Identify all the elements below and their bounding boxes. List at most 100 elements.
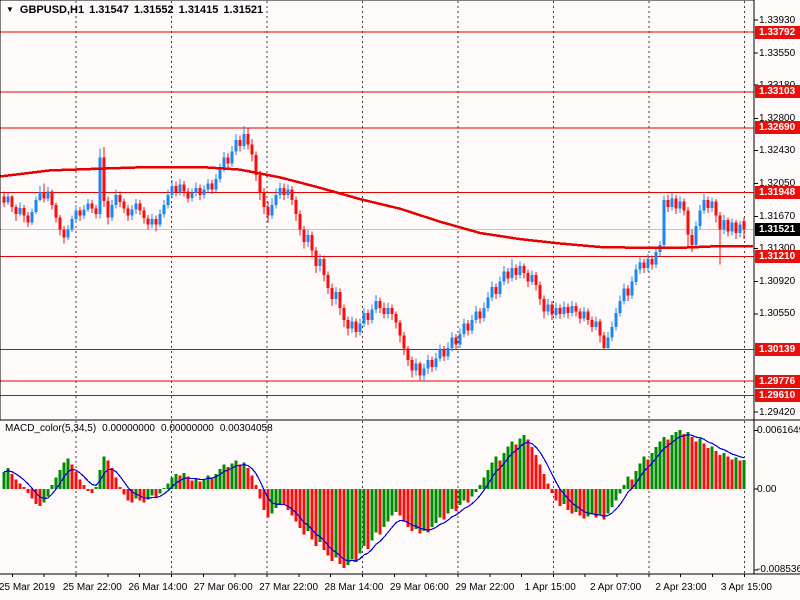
candle-body xyxy=(730,222,734,232)
macd-bar xyxy=(426,489,430,533)
macd-bar xyxy=(210,477,214,489)
candle-body xyxy=(170,186,174,195)
macd-bar xyxy=(490,462,494,489)
macd-bar xyxy=(178,475,182,489)
macd-bar xyxy=(442,489,446,520)
candle-body xyxy=(46,191,50,199)
candle-body xyxy=(562,307,566,314)
macd-bar xyxy=(34,489,38,505)
candle-body xyxy=(474,311,478,320)
candle-body xyxy=(550,304,554,315)
macd-bar xyxy=(402,489,406,522)
title-high-value: 1.31552 xyxy=(133,4,174,16)
candle-body xyxy=(90,203,94,209)
macd-indicator-label: MACD_color(5,34,5) 0.00000000 0.00000000 0.… xyxy=(5,423,273,436)
macd-bar xyxy=(78,479,82,489)
candle-body xyxy=(702,200,706,211)
macd-bar xyxy=(18,483,22,489)
macd-bar xyxy=(146,489,150,500)
macd-bar xyxy=(530,447,534,489)
macd-bar xyxy=(430,489,434,527)
macd-bar xyxy=(246,468,250,489)
macd-bar xyxy=(242,462,246,489)
macd-bar xyxy=(538,464,542,489)
candle-body xyxy=(566,307,570,314)
macd-bar xyxy=(54,477,58,489)
candle-body xyxy=(274,194,278,206)
macd-bar xyxy=(170,477,174,489)
macd-bar xyxy=(586,489,590,517)
candle-body xyxy=(242,133,246,147)
candle-body xyxy=(454,337,458,345)
macd-bar xyxy=(462,489,466,501)
candle-body xyxy=(134,203,138,210)
candle-body xyxy=(126,208,130,216)
macd-bar xyxy=(274,489,278,508)
macd-bar xyxy=(14,479,18,489)
macd-bar xyxy=(646,459,650,489)
macd-bar xyxy=(642,456,646,489)
macd-bar xyxy=(702,443,706,489)
macd-histogram xyxy=(2,430,746,568)
candle-body xyxy=(722,220,726,230)
candle-body xyxy=(226,157,230,164)
candle-body xyxy=(62,229,66,238)
macd-bar xyxy=(350,489,354,560)
candle-body xyxy=(318,259,322,267)
macd-bar xyxy=(374,489,378,533)
macd-bar xyxy=(518,438,522,489)
candle-body xyxy=(102,157,106,201)
candle-body xyxy=(342,307,346,320)
macd-bar xyxy=(382,489,386,527)
candle-body xyxy=(34,200,38,213)
macd-bar xyxy=(110,468,114,489)
candle-body xyxy=(666,200,670,207)
candle-body xyxy=(150,219,154,225)
candle-body xyxy=(486,297,490,308)
candle-body xyxy=(22,207,26,216)
candle-body xyxy=(654,252,658,265)
candle-body xyxy=(634,269,638,282)
macd-bar xyxy=(662,436,666,489)
candle-body xyxy=(622,288,626,301)
candle-body xyxy=(602,335,606,348)
candle-body xyxy=(610,327,614,338)
candle-body xyxy=(18,207,22,214)
candle-body xyxy=(26,215,30,223)
macd-bar xyxy=(698,438,702,489)
macd-bar xyxy=(266,489,270,518)
candle-body xyxy=(626,288,630,296)
candle-body xyxy=(514,267,518,275)
candle-body xyxy=(478,311,482,319)
macd-signal-line xyxy=(3,434,745,562)
candle-body xyxy=(334,292,338,300)
macd-bar xyxy=(454,489,458,511)
candle-body xyxy=(270,205,274,216)
macd-value-1: 0.00000000 xyxy=(102,423,155,434)
candle-body xyxy=(250,144,254,155)
candle-body xyxy=(506,271,510,279)
symbol-collapse-icon[interactable]: ▼ xyxy=(6,5,14,14)
candle-body xyxy=(398,322,402,336)
candle-body xyxy=(694,226,698,246)
macd-bar xyxy=(42,489,46,503)
macd-bar xyxy=(378,489,382,535)
candle-body xyxy=(498,281,502,294)
candle-body xyxy=(650,259,654,265)
candle-body xyxy=(138,203,142,211)
macd-bar xyxy=(62,462,66,489)
candle-body xyxy=(490,287,494,298)
macd-bar xyxy=(550,489,554,493)
candle-body xyxy=(574,306,578,312)
macd-bar xyxy=(502,452,506,489)
candle-body xyxy=(162,205,166,214)
macd-bar xyxy=(282,489,286,506)
candle-body xyxy=(682,201,686,211)
candle-body xyxy=(534,274,538,286)
candle-body xyxy=(714,201,718,216)
macd-bar xyxy=(598,489,602,516)
macd-bar xyxy=(90,489,94,493)
candle-body xyxy=(206,183,210,190)
candle-body xyxy=(726,220,730,232)
